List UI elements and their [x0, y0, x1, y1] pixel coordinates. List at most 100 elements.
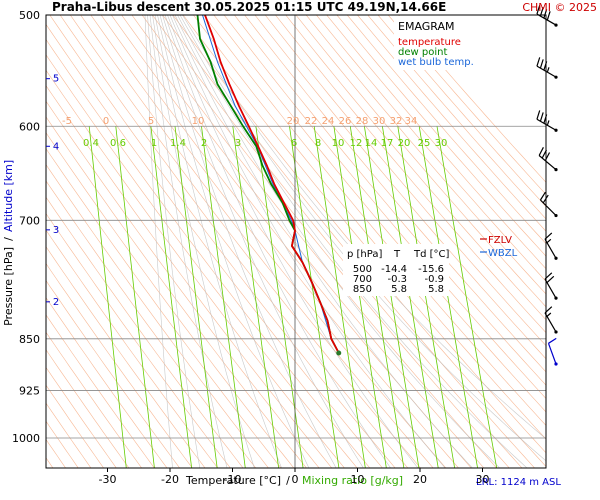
mixing-ratio-line [201, 126, 246, 468]
dry-adiabat-line [46, 438, 67, 468]
dry-adiabat-line [346, 15, 546, 245]
mixing-ratio-line [88, 126, 127, 468]
dry-adiabat-line [69, 15, 421, 468]
lrl-text: LRL: 1124 m ASL [476, 477, 561, 488]
dry-adiabat-line [46, 132, 295, 468]
wbzl-label: WBZL [488, 248, 518, 259]
dry-adiabat-line [59, 15, 409, 468]
moist-adiabat-line [149, 15, 228, 468]
dry-adiabat-line [46, 196, 244, 468]
pressure-tick-label: 925 [19, 384, 40, 397]
dry-adiabat-line [46, 349, 130, 468]
x-axis-title-sep: / [286, 474, 290, 487]
wind-barb [538, 147, 558, 172]
mixing-ratio-line [174, 126, 218, 468]
legend-wetbulb: wet bulb temp. [398, 57, 474, 68]
wind-barb-shaft [544, 238, 557, 259]
mixing-ratio-label: 1.4 [170, 138, 186, 149]
temperature-tick-label: -20 [161, 473, 179, 486]
moist-adiabat-line [182, 15, 546, 440]
moist-adiabat-line [169, 15, 446, 468]
legend-title: EMAGRAM [398, 20, 455, 33]
mixing-ratio-label: 6 [291, 138, 297, 149]
wind-barb-half-feather [546, 120, 550, 126]
legend-box: EMAGRAM temperature dew point wet bulb t… [394, 16, 500, 70]
dry-adiabat-line [46, 263, 193, 468]
temperature-tick-label: 10 [351, 473, 365, 486]
table-cell: 5.8 [428, 284, 444, 295]
dry-adiabat-line [141, 15, 510, 468]
dry-adiabat-line [46, 38, 371, 468]
mixing-ratio-label: 0.4 [83, 138, 99, 149]
theta-label: 32 [390, 116, 403, 127]
altitude-tick-label: 2 [53, 297, 59, 308]
theta-label: 20 [287, 116, 300, 127]
surface-point-marker [336, 350, 342, 356]
altitude-tick-label: 3 [53, 225, 59, 236]
wind-barb-shaft [538, 155, 557, 171]
theta-label: 5 [148, 116, 154, 127]
wind-barb [536, 57, 558, 79]
dry-adiabat-line [244, 15, 546, 373]
x-axis-title: Temperature [°C] / Mixing ratio [g/kg] [185, 474, 403, 487]
y-axis-title-pressure: Pressure [hPa] [2, 247, 15, 326]
moist-adiabat-line [159, 15, 337, 468]
theta-label: 28 [356, 116, 369, 127]
altitude-tick-label: 4 [53, 141, 59, 152]
dry-adiabat-line [46, 100, 320, 468]
pressure-tick-label: 850 [19, 333, 40, 346]
theta-label: 0 [103, 116, 109, 127]
plot-frame [45, 14, 547, 469]
table-cell: -15.6 [418, 264, 444, 275]
mixing-ratio-line [232, 126, 280, 468]
table-cell: 500 [353, 264, 372, 275]
mixing-ratio-line [436, 126, 498, 468]
mixing-ratio-line [333, 126, 387, 468]
wind-barb-feather [543, 9, 548, 19]
series-line-wet-bulb-temp [202, 15, 340, 354]
y-axis-title-sep: / [2, 237, 15, 241]
temperature-tick-label: 20 [413, 473, 427, 486]
dry-adiabat-line [46, 314, 155, 468]
dry-adiabat-line [0, 0, 19, 474]
moist-adiabat-line [157, 15, 310, 468]
dry-adiabat-line [336, 15, 546, 257]
theta-label: 24 [322, 116, 335, 127]
moist-adiabat-line [147, 15, 201, 468]
wind-barb-feather [538, 147, 544, 156]
table-cell: 5.8 [391, 284, 407, 295]
dry-adiabat-line [275, 15, 546, 334]
table-cell: -14.4 [381, 264, 407, 275]
moist-adiabat-line [167, 15, 419, 468]
dry-adiabat-line [46, 280, 181, 468]
fzlv-label: FZLV [488, 235, 512, 246]
theta-label: 10 [192, 116, 205, 127]
mixing-ratio-label: 20 [398, 138, 411, 149]
dry-adiabat-line [254, 15, 546, 360]
wind-barb [536, 110, 558, 132]
y-axis-title-altitude: Altitude [km] [2, 160, 15, 232]
dry-adiabat-line [46, 85, 333, 468]
dry-adiabat-line [46, 213, 231, 468]
mixing-ratio-line [255, 126, 304, 468]
table-header-td: Td [°C] [413, 249, 450, 260]
series-line-temperature [204, 15, 340, 354]
dry-adiabat-line [46, 297, 168, 468]
mixing-ratio-label: 25 [418, 138, 431, 149]
dry-adiabat-line [305, 15, 546, 295]
moist-adiabat-line [144, 15, 173, 468]
dry-adiabat-line [316, 15, 546, 282]
pressure-tick-label: 1000 [12, 432, 40, 445]
dry-adiabat-line [285, 15, 546, 321]
moist-adiabat-line [162, 15, 364, 468]
mixing-ratio-line [364, 126, 420, 468]
mixing-ratio-label: 30 [435, 138, 448, 149]
pressure-tick-label: 700 [19, 214, 40, 227]
wind-barb [544, 232, 558, 260]
dry-adiabat-line [0, 0, 44, 474]
mixing-ratio-line [418, 126, 479, 468]
mixing-ratio-label: 10 [332, 138, 345, 149]
table-cell: 700 [353, 274, 372, 285]
dry-adiabat-line [398, 15, 546, 183]
